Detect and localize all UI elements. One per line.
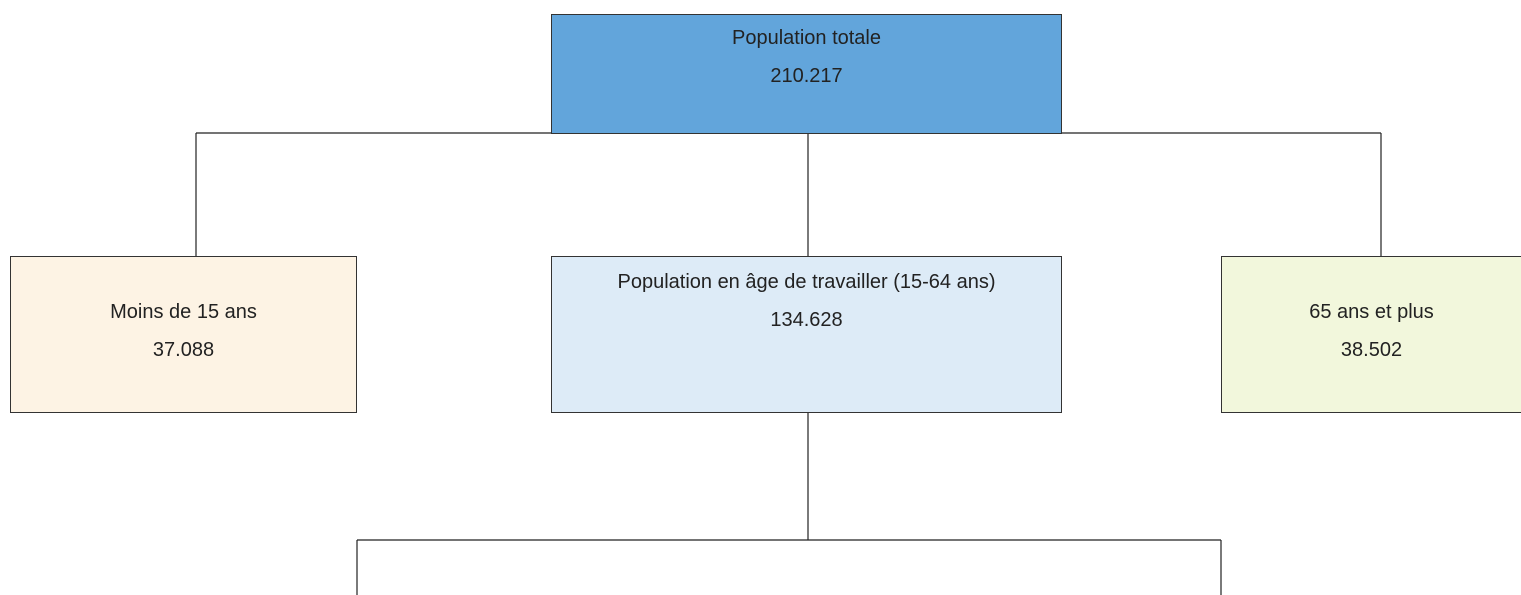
node-value: 134.628 — [770, 309, 843, 331]
node-label: Moins de 15 ans — [110, 301, 257, 323]
node-value: 37.088 — [152, 339, 215, 361]
node-total: Population totale 210.217 — [551, 14, 1062, 134]
node-label: Population en âge de travailler (15-64 a… — [617, 271, 996, 293]
node-value: 38.502 — [1340, 339, 1403, 361]
node-label: Population totale — [731, 27, 881, 49]
node-working-age: Population en âge de travailler (15-64 a… — [551, 256, 1062, 413]
node-under-15: Moins de 15 ans 37.088 — [10, 256, 357, 413]
node-value: 210.217 — [770, 65, 843, 87]
node-65-plus: 65 ans et plus 38.502 — [1221, 256, 1521, 413]
node-label: 65 ans et plus — [1309, 301, 1434, 323]
